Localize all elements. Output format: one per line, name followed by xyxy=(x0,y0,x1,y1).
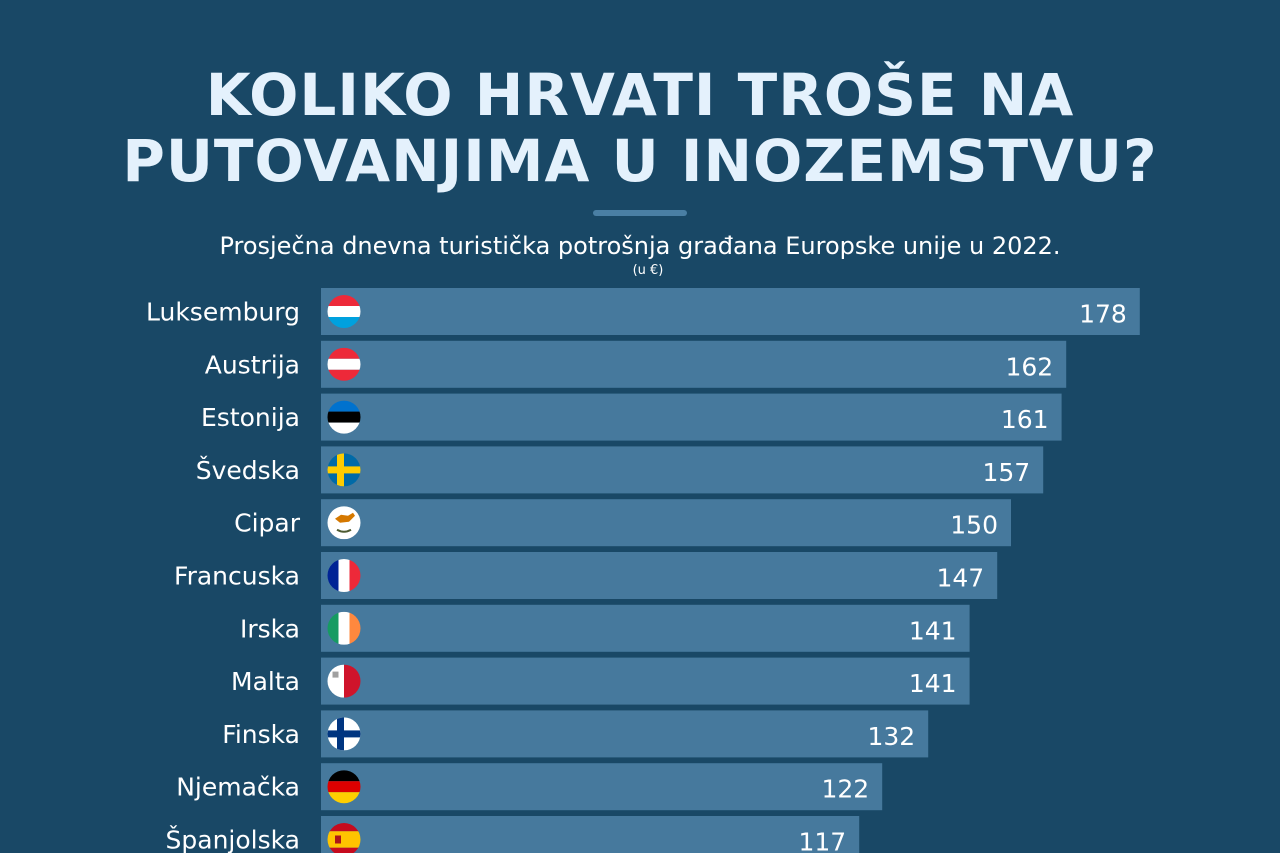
sweden-flag-icon xyxy=(327,453,361,487)
ireland-flag-icon xyxy=(327,611,361,645)
bar xyxy=(321,446,1044,494)
cyprus-flag-icon xyxy=(327,506,361,540)
spain-flag-icon xyxy=(327,823,361,853)
bar xyxy=(321,552,998,599)
austria-flag-icon xyxy=(327,347,361,381)
value-label: 178 xyxy=(1079,300,1127,329)
category-label: Irska xyxy=(240,614,300,643)
chart-title: KOLIKO HRVATI TROŠE NA PUTOVANJIMA U INO… xyxy=(0,62,1280,194)
bar-row: Francuska 147 xyxy=(174,552,998,599)
category-label: Estonija xyxy=(201,403,300,432)
category-label: Cipar xyxy=(234,509,301,538)
bar xyxy=(321,710,929,758)
category-label: Austrija xyxy=(205,350,300,379)
category-label: Malta xyxy=(231,667,300,696)
malta-flag-icon xyxy=(327,664,361,698)
category-label: Francuska xyxy=(174,562,300,591)
bar-row: Irska 141 xyxy=(240,604,970,652)
finland-flag-icon xyxy=(327,717,361,751)
value-label: 162 xyxy=(1005,352,1053,381)
value-label: 150 xyxy=(950,511,998,540)
category-label: Španjolska xyxy=(166,825,300,853)
value-label: 122 xyxy=(821,775,869,804)
unit-label: (u €) xyxy=(632,263,664,278)
value-label: 147 xyxy=(936,564,984,593)
luxembourg-flag-icon xyxy=(327,295,361,328)
title-line-1: KOLIKO HRVATI TROŠE NA xyxy=(205,61,1075,129)
germany-flag-icon xyxy=(327,770,361,804)
bar-row: Austrija 162 xyxy=(205,340,1067,388)
bar xyxy=(321,657,970,705)
value-label: 141 xyxy=(909,616,957,645)
category-label: Finska xyxy=(222,720,300,749)
bar xyxy=(321,340,1067,388)
category-label: Švedska xyxy=(196,455,300,485)
bar-row: Luksemburg 178 xyxy=(146,288,1140,335)
bar-row: Cipar 150 xyxy=(234,499,1011,547)
category-label: Njemačka xyxy=(176,773,300,802)
bar xyxy=(321,393,1062,441)
bar-row: Španjolska 117 xyxy=(166,816,860,853)
france-flag-icon xyxy=(327,559,361,592)
bar xyxy=(321,816,860,853)
bar-row: Njemačka 122 xyxy=(176,763,883,811)
value-label: 161 xyxy=(1001,405,1049,434)
bar xyxy=(321,499,1011,547)
category-label: Luksemburg xyxy=(146,298,300,327)
bar-row: Malta 141 xyxy=(231,657,970,705)
value-label: 141 xyxy=(909,669,957,698)
title-line-2: PUTOVANJIMA U INOZEMSTVU? xyxy=(122,127,1158,195)
bar xyxy=(321,763,883,811)
value-label: 117 xyxy=(798,828,846,853)
bar-row: Estonija 161 xyxy=(201,393,1062,441)
estonia-flag-icon xyxy=(327,400,361,434)
value-label: 132 xyxy=(867,722,915,751)
title-divider xyxy=(593,210,687,216)
bar-row: Finska 132 xyxy=(222,710,929,758)
bar-row: Švedska 157 xyxy=(196,446,1044,494)
value-label: 157 xyxy=(982,458,1030,487)
chart-subtitle: Prosječna dnevna turistička potrošnja gr… xyxy=(219,232,1061,260)
bar xyxy=(321,604,970,652)
bar xyxy=(321,288,1140,335)
